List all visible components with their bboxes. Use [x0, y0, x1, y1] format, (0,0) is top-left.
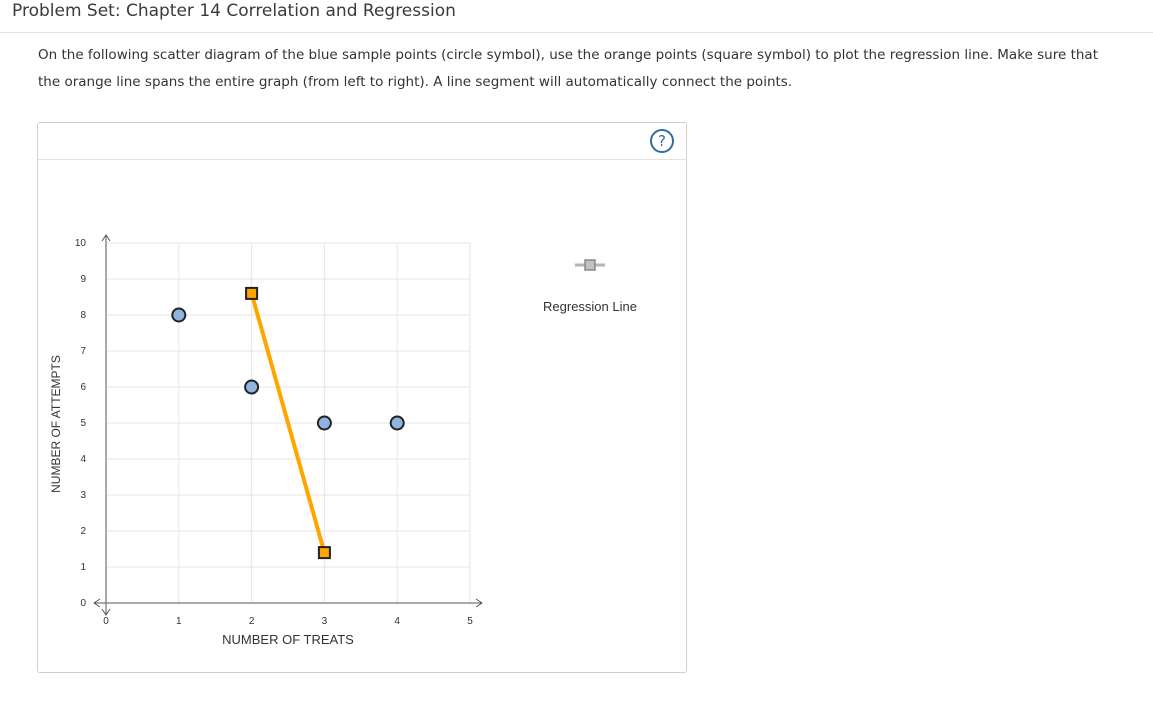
y-axis-top-arrow — [101, 234, 111, 242]
regression-point[interactable] — [245, 286, 259, 300]
sample-point — [244, 379, 260, 395]
sample-point — [389, 415, 405, 431]
help-button[interactable]: ? — [650, 129, 674, 153]
y-tick-label: 0 — [80, 598, 86, 609]
regression-point[interactable] — [317, 546, 331, 560]
y-tick-label: 3 — [80, 490, 86, 501]
x-tick-label: 1 — [176, 616, 182, 627]
graph-panel: ? — [37, 122, 687, 673]
axis-labels: NUMBER OF TREATS NUMBER OF ATTEMPTS — [49, 355, 354, 647]
x-tick-label: 5 — [467, 616, 473, 627]
x-tick-label: 3 — [322, 616, 328, 627]
points — [171, 286, 405, 560]
x-tick-label: 2 — [249, 616, 255, 627]
y-axis-label: NUMBER OF ATTEMPTS — [49, 355, 63, 493]
y-tick-label: 10 — [75, 238, 87, 249]
legend-regression-line-icon[interactable] — [575, 259, 605, 271]
y-tick-label: 6 — [80, 382, 86, 393]
regression-line[interactable] — [249, 291, 327, 555]
graph-toolbar: ? — [38, 123, 686, 160]
x-axis-right-arrow — [475, 598, 483, 608]
y-tick-label: 1 — [80, 562, 86, 573]
y-tick-label: 7 — [80, 346, 86, 357]
y-axis-bottom-arrow — [101, 608, 111, 616]
y-tick-label: 5 — [80, 418, 86, 429]
help-icon: ? — [658, 132, 666, 150]
regression-line-layer — [249, 291, 327, 555]
axes — [93, 234, 483, 616]
x-tick-label: 0 — [103, 616, 109, 627]
y-tick-label: 8 — [80, 310, 86, 321]
x-tick-label: 4 — [394, 616, 400, 627]
instructions-text: On the following scatter diagram of the … — [38, 47, 1098, 90]
y-tick-label: 9 — [80, 274, 86, 285]
sample-point — [316, 415, 332, 431]
legend-regression-line-label: Regression Line — [543, 299, 637, 314]
x-axis-left-arrow — [93, 598, 101, 608]
page-title: Problem Set: Chapter 14 Correlation and … — [12, 1, 456, 21]
x-axis-label: NUMBER OF TREATS — [222, 632, 354, 647]
title-bar: Problem Set: Chapter 14 Correlation and … — [0, 0, 1153, 33]
y-tick-label: 4 — [80, 454, 86, 465]
sample-point — [171, 307, 187, 323]
tick-labels: 0 1 2 3 4 5 0 1 2 3 4 5 6 7 8 9 10 — [75, 238, 473, 627]
y-tick-label: 2 — [80, 526, 86, 537]
legend: Regression Line — [543, 259, 637, 314]
